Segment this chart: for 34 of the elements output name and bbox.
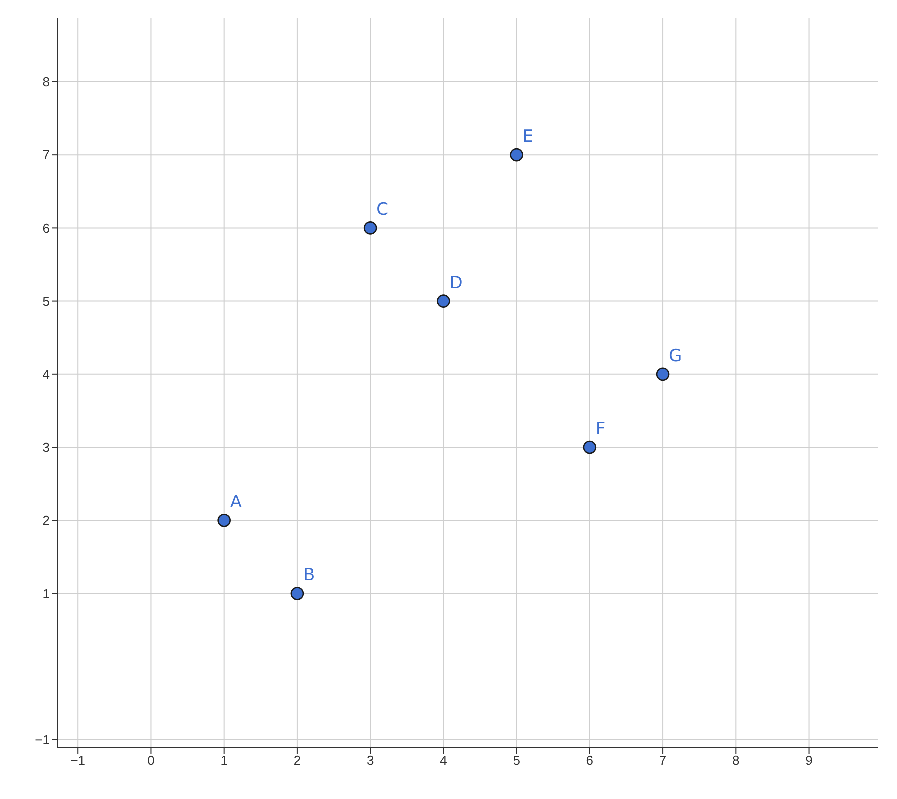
y-tick-label: 6 (42, 220, 50, 236)
point (656, 368, 670, 382)
annotation: E (522, 127, 534, 148)
annotation: G (669, 346, 682, 366)
annotation: A (230, 492, 242, 513)
x-tick-label: 1 (220, 753, 228, 768)
y-tick-label: 4 (42, 367, 50, 382)
y-tick-label: −1 (35, 732, 50, 748)
annotation: C (376, 200, 388, 220)
y-tick-label: 2 (42, 513, 50, 528)
point (583, 440, 597, 454)
x-tick-label: 7 (659, 753, 667, 768)
y-tick-label: 8 (42, 74, 50, 90)
point (290, 587, 304, 600)
point (218, 514, 231, 528)
annotation: B (303, 566, 316, 586)
x-tick-label: −1 (70, 753, 86, 768)
annotation: D (450, 273, 463, 294)
point (437, 294, 450, 308)
y-tick-label: 1 (42, 586, 50, 602)
point (510, 148, 524, 162)
y-tick-label: 3 (42, 440, 50, 456)
x-tick-label: 8 (732, 753, 740, 768)
y-tick-label: 5 (42, 294, 50, 309)
annotation: F (596, 420, 606, 440)
x-tick-label: 2 (294, 753, 302, 768)
x-tick-label: 6 (586, 753, 594, 768)
x-tick-label: 4 (440, 753, 448, 768)
point (364, 222, 378, 235)
x-tick-label: 3 (366, 753, 374, 768)
x-tick-label: 0 (148, 753, 155, 768)
y-tick-label: 7 (42, 148, 50, 163)
x-tick-label: 9 (806, 753, 813, 768)
x-tick-label: 5 (513, 753, 520, 768)
